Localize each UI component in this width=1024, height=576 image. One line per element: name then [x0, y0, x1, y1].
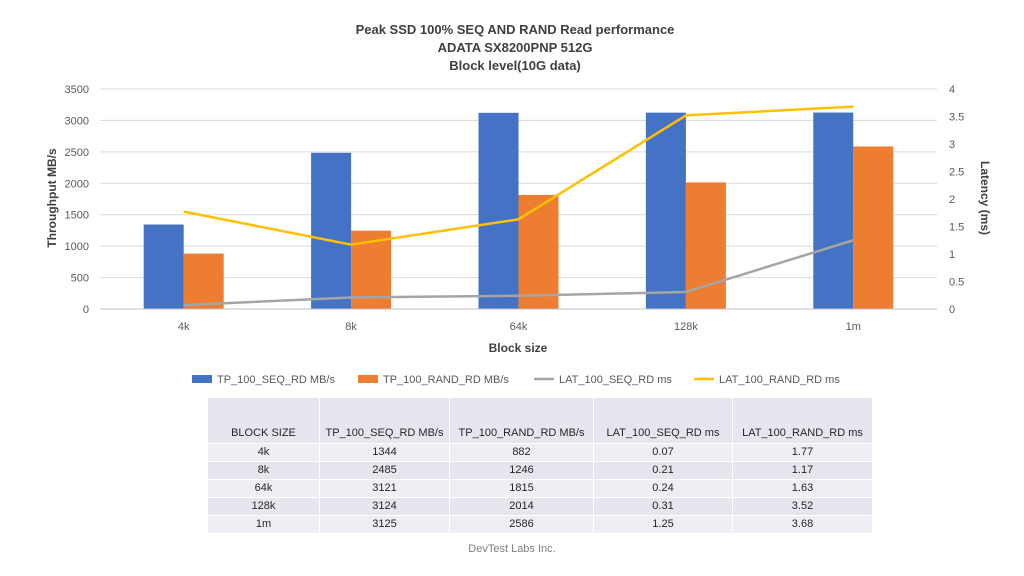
table-header-tp-rand: TP_100_RAND_RD MB/s — [449, 398, 594, 443]
legend-swatch — [358, 375, 378, 383]
table-cell: 64k — [207, 479, 320, 497]
bar-rand-1m — [853, 146, 894, 309]
y2-tick-label: 0.5 — [949, 277, 964, 289]
y2-tick-label: 1.5 — [949, 222, 964, 234]
legend-label: LAT_100_SEQ_RD ms — [559, 374, 672, 386]
bar-rand-64k — [518, 194, 559, 309]
legend-label: LAT_100_RAND_RD ms — [719, 374, 840, 386]
table-cell: 1.17 — [732, 461, 873, 479]
table-cell: 1815 — [449, 479, 594, 497]
x-tick-label: 128k — [674, 321, 698, 333]
table-row: 128k 3124 2014 0.31 3.52 — [207, 497, 873, 515]
y2-axis-title: Latency (ms) — [978, 161, 992, 235]
y2-tick-label: 3 — [949, 139, 955, 151]
y-tick-label: 1000 — [65, 241, 89, 253]
bar-rand-4k — [183, 253, 224, 309]
y-tick-label: 0 — [83, 304, 89, 316]
table-header-row: BLOCK SIZE TP_100_SEQ_RD MB/s TP_100_RAN… — [207, 398, 873, 443]
bar-seq-4k — [143, 224, 184, 309]
table-cell: 8k — [207, 461, 320, 479]
table-cell: 1.77 — [732, 443, 873, 461]
table-cell: 1246 — [449, 461, 594, 479]
x-tick-label: 1m — [846, 321, 861, 333]
table-cell: 0.07 — [593, 443, 733, 461]
y-tick-label: 2000 — [65, 178, 89, 190]
table-cell: 1m — [207, 515, 320, 533]
line-lat-seq — [183, 239, 854, 307]
y-tick-label: 500 — [71, 273, 89, 285]
y-axis-title: Throughput MB/s — [45, 148, 59, 248]
x-axis-title: Block size — [489, 341, 548, 355]
footer-credit: DevTest Labs Inc. — [468, 543, 556, 555]
bar-seq-128k — [645, 112, 686, 310]
table-cell: 4k — [207, 443, 320, 461]
bar-rand-128k — [685, 182, 726, 309]
legend-swatch — [192, 375, 212, 383]
chart-title-line-2: ADATA SX8200PNP 512G — [438, 40, 593, 55]
table-row: 1m 3125 2586 1.25 3.68 — [207, 515, 873, 533]
y-tick-label: 3000 — [65, 115, 89, 127]
bar-seq-1m — [813, 112, 854, 309]
table-cell: 2014 — [449, 497, 594, 515]
chart-title: Peak SSD 100% SEQ AND RAND Read performa… — [356, 22, 675, 73]
legend-label: TP_100_RAND_RD MB/s — [383, 374, 509, 386]
y-tick-label: 2500 — [65, 147, 89, 159]
table-row: 4k 1344 882 0.07 1.77 — [207, 443, 873, 461]
y2-tick-label: 2 — [949, 194, 955, 206]
bar-seq-64k — [478, 112, 519, 309]
table-row: 64k 3121 1815 0.24 1.63 — [207, 479, 873, 497]
table-cell: 0.24 — [593, 479, 733, 497]
line-lat-rand — [183, 105, 854, 246]
table-cell: 3.68 — [732, 515, 873, 533]
left-axis: 0 500 1000 1500 2000 2500 3000 3500 — [65, 84, 89, 316]
table-header-lat-seq: LAT_100_SEQ_RD ms — [593, 398, 733, 443]
table-row: 8k 2485 1246 0.21 1.17 — [207, 461, 873, 479]
latency-lines — [183, 105, 854, 307]
table-cell: 3.52 — [732, 497, 873, 515]
legend: TP_100_SEQ_RD MB/s TP_100_RAND_RD MB/s LAT… — [192, 374, 840, 386]
x-tick-label: 64k — [510, 321, 528, 333]
table-cell: 1.25 — [593, 515, 733, 533]
right-axis: 0 0.5 1 1.5 2 2.5 3 3.5 4 — [949, 84, 964, 316]
x-tick-label: 8k — [345, 321, 357, 333]
x-tick-label: 4k — [178, 321, 190, 333]
table-header-block-size: BLOCK SIZE — [207, 398, 320, 443]
table-cell: 0.31 — [593, 497, 733, 515]
table-cell: 128k — [207, 497, 320, 515]
y2-tick-label: 3.5 — [949, 112, 964, 124]
y2-tick-label: 2.5 — [949, 167, 964, 179]
legend-label: TP_100_SEQ_RD MB/s — [217, 374, 335, 386]
chart-title-line-3: Block level(10G data) — [449, 58, 581, 73]
table-cell: 1344 — [319, 443, 450, 461]
x-axis: 4k 8k 64k 128k 1m — [100, 308, 937, 333]
table-cell: 3121 — [319, 479, 450, 497]
table-cell: 2485 — [319, 461, 450, 479]
table-header-lat-rand: LAT_100_RAND_RD ms — [732, 398, 873, 443]
y2-tick-label: 4 — [949, 84, 955, 96]
table-cell: 3125 — [319, 515, 450, 533]
table-cell: 0.21 — [593, 461, 733, 479]
y2-tick-label: 1 — [949, 249, 955, 261]
bar-seq-8k — [311, 152, 352, 309]
data-table: BLOCK SIZE TP_100_SEQ_RD MB/s TP_100_RAN… — [207, 398, 873, 533]
y-tick-label: 1500 — [65, 210, 89, 222]
y2-tick-label: 0 — [949, 304, 955, 316]
table-cell: 882 — [449, 443, 594, 461]
table-header-tp-seq: TP_100_SEQ_RD MB/s — [319, 398, 450, 443]
chart-title-line-1: Peak SSD 100% SEQ AND RAND Read performa… — [356, 22, 675, 37]
y-tick-label: 3500 — [65, 84, 89, 96]
table-cell: 2586 — [449, 515, 594, 533]
bars — [143, 112, 894, 310]
combo-chart: Peak SSD 100% SEQ AND RAND Read performa… — [45, 22, 992, 386]
table-cell: 3124 — [319, 497, 450, 515]
table-cell: 1.63 — [732, 479, 873, 497]
